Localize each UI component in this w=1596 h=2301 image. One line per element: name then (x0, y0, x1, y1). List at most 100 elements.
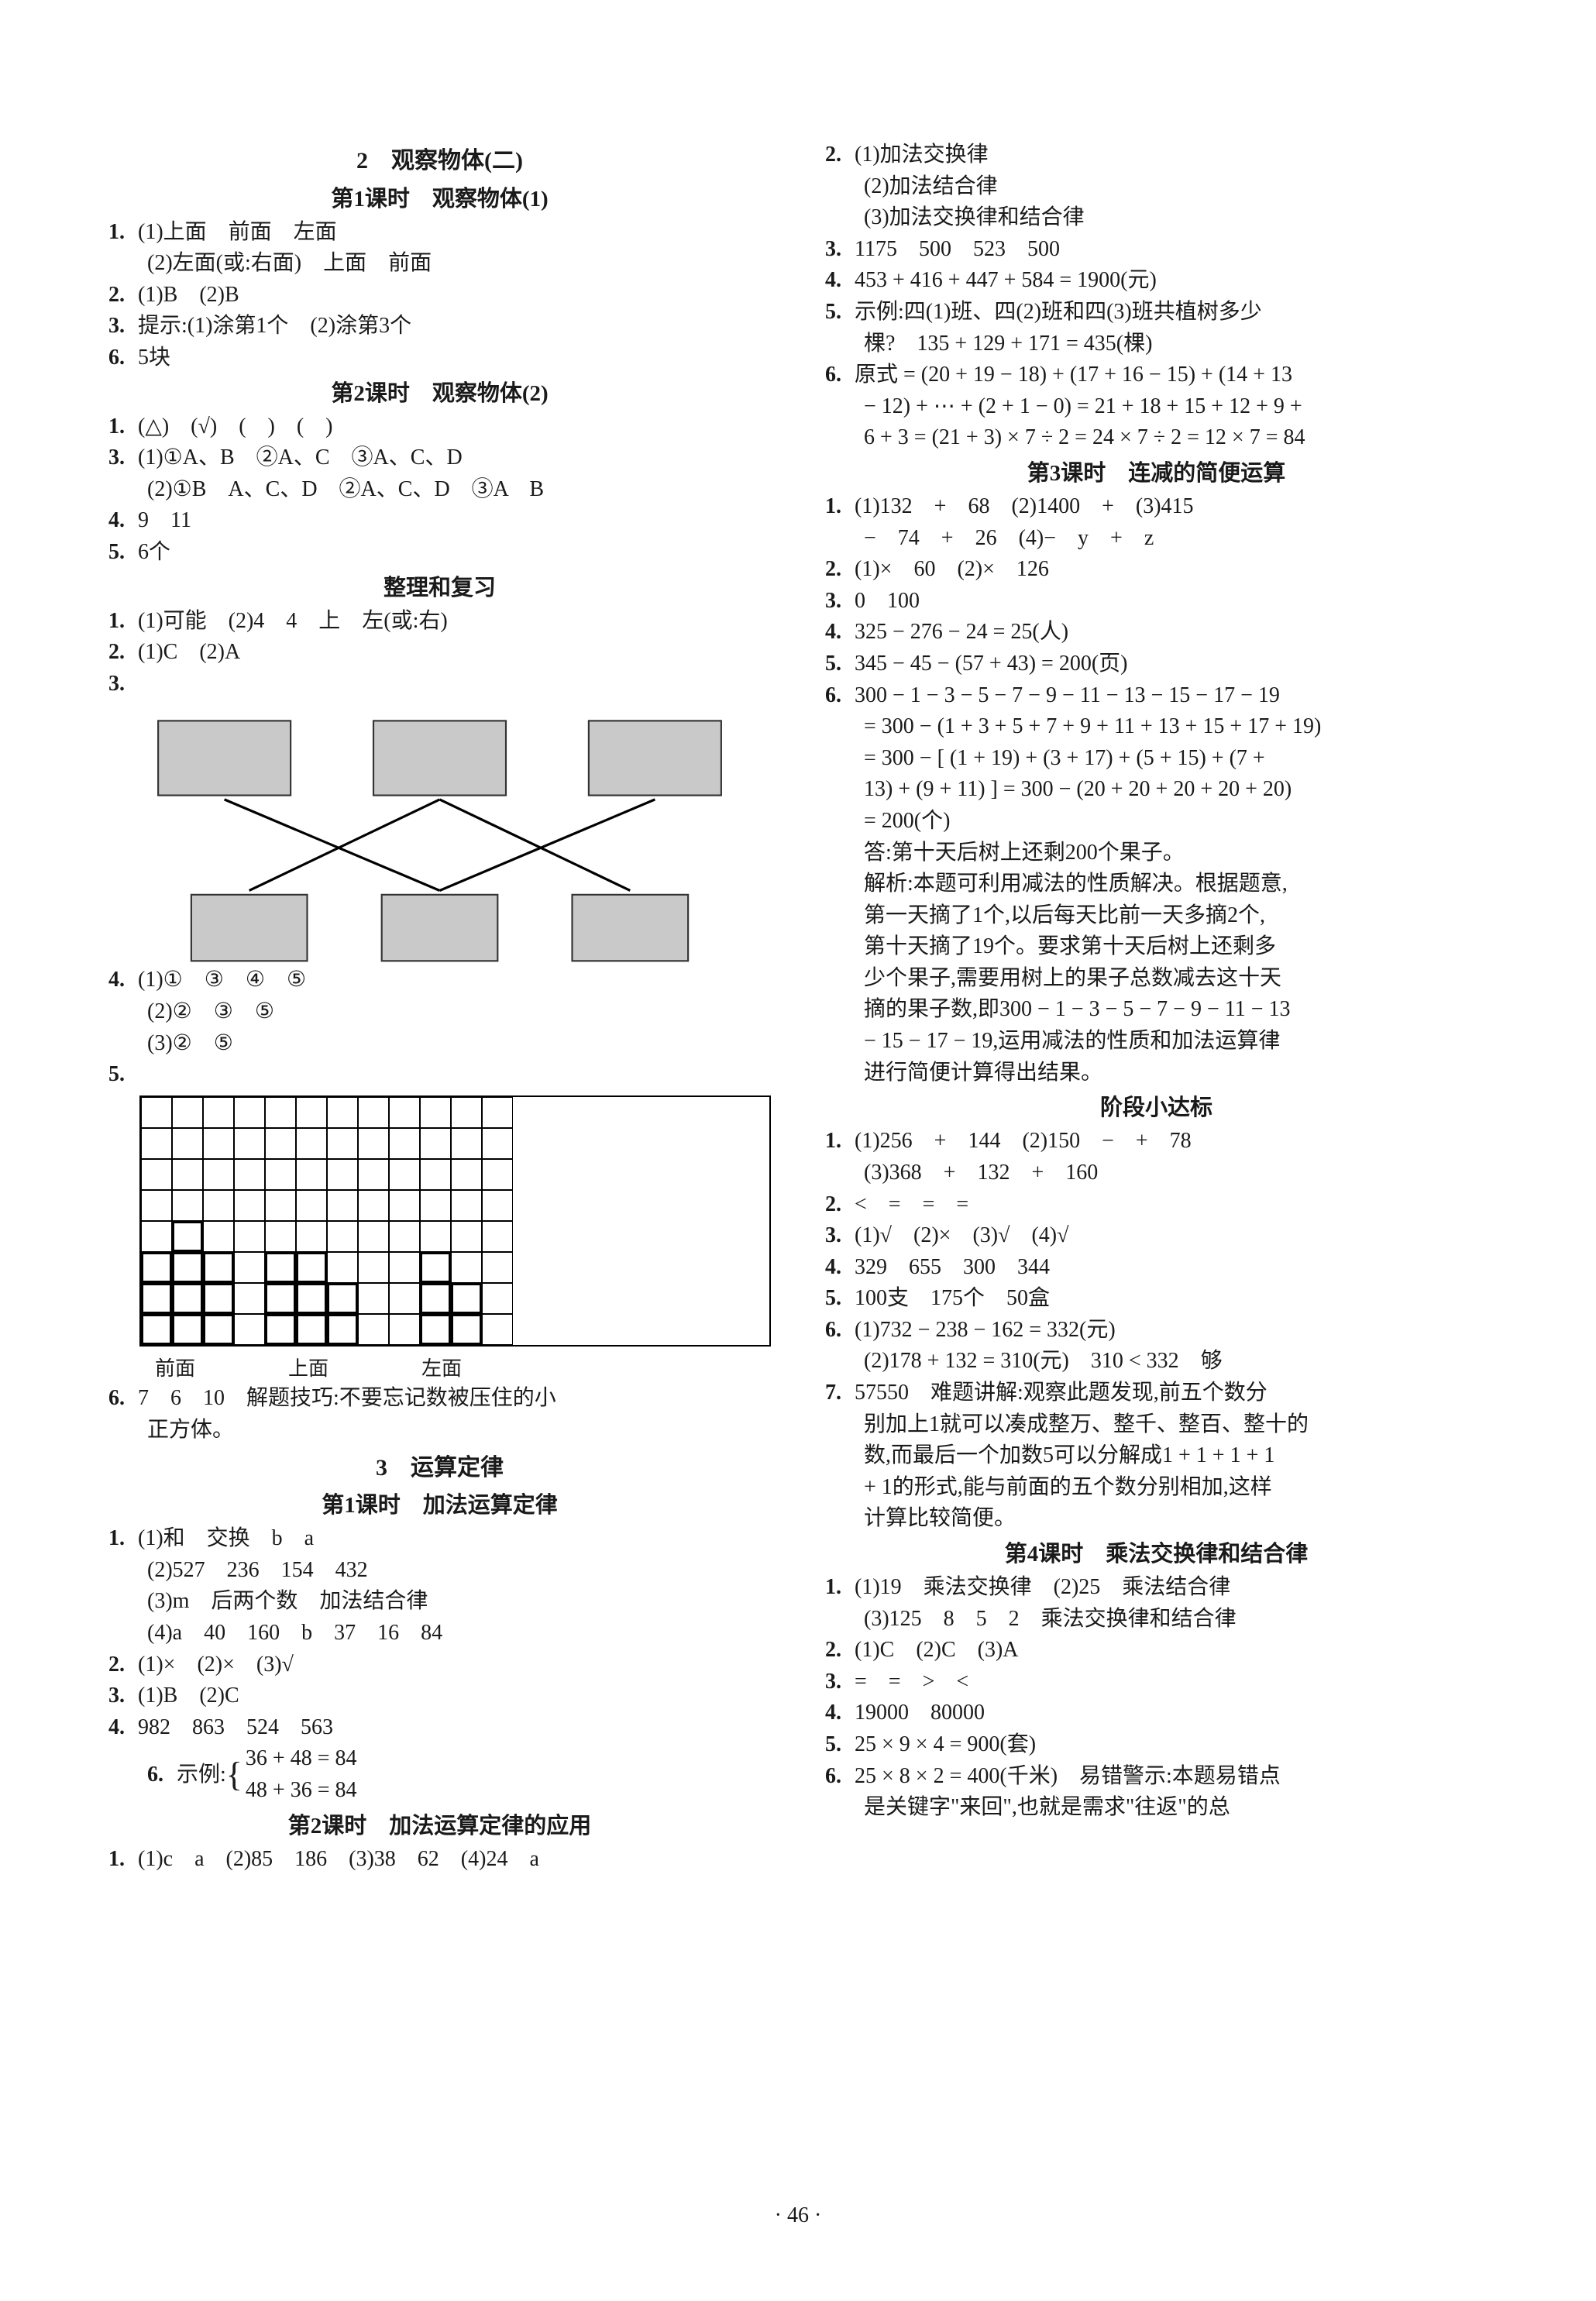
answer-text: 57550 难题讲解:观察此题发现,前五个数分 (855, 1381, 1268, 1405)
answer-line: 5.345 − 45 − (57 + 43) = 200(页) (825, 648, 1488, 680)
answer-text: 别加上1就可以凑成整万、整千、整百、整十的 (825, 1409, 1488, 1441)
answer-text: (2)② ③ ⑤ (108, 996, 771, 1028)
item-num: 3. (825, 1220, 855, 1252)
answer-line: 3.(1)√ (2)× (3)√ (4)√ (825, 1220, 1488, 1252)
page-number: · 46 · (108, 2200, 1488, 2232)
answer-text: (1)C (2)A (138, 640, 240, 664)
item-num: 2. (825, 1189, 855, 1221)
lesson-heading: 第2课时 观察物体(2) (108, 377, 771, 410)
answer-text: (3)加法交换律和结合律 (825, 202, 1488, 234)
item-num: 6. (108, 1383, 138, 1415)
answer-line: 1.(1)可能 (2)4 4 上 左(或:右) (108, 606, 771, 638)
answer-line: 5.示例:四(1)班、四(2)班和四(3)班共植树多少 (825, 297, 1488, 328)
answer-line: 5.25 × 9 × 4 = 900(套) (825, 1729, 1488, 1761)
item-num: 1. (108, 217, 138, 249)
answer-line: 6.(1)732 − 238 − 162 = 332(元) (825, 1315, 1488, 1347)
answer-line: 2.(1)× (2)× (3)√ (108, 1649, 771, 1681)
answer-text: (1)× (2)× (3)√ (138, 1653, 294, 1677)
answer-line: 4.329 655 300 344 (825, 1252, 1488, 1284)
section-heading: 3 运算定律 (108, 1451, 771, 1485)
answer-text: (1)× 60 (2)× 126 (855, 557, 1049, 581)
item-num: 4. (825, 617, 855, 648)
item-num: 1. (108, 1523, 138, 1555)
answer-text: 345 − 45 − (57 + 43) = 200(页) (855, 652, 1127, 676)
analysis-text: 解析:本题可利用减法的性质解决。根据题意, (825, 868, 1488, 900)
answer-text: 982 863 524 563 (138, 1715, 333, 1739)
answer-text: (1)可能 (2)4 4 上 左(或:右) (138, 609, 448, 633)
answer-line: 4.453 + 416 + 447 + 584 = 1900(元) (825, 265, 1488, 297)
brace-line: 36 + 48 = 84 (246, 1743, 357, 1775)
answer-text: 453 + 416 + 447 + 584 = 1900(元) (855, 268, 1157, 292)
answer-line: 3.(1)B (2)C (108, 1680, 771, 1712)
lesson-heading: 第1课时 加法运算定律 (108, 1489, 771, 1522)
answer-line: 3.1175 500 523 500 (825, 234, 1488, 266)
answer-line: 3. (108, 669, 771, 700)
item-num: 6. (825, 359, 855, 391)
answer-line: 5.100支 175个 50盒 (825, 1283, 1488, 1315)
answer-line: 2.(1)C (2)A (108, 637, 771, 669)
item-num: 5. (825, 648, 855, 680)
item-num: 5. (108, 1059, 138, 1091)
answer-line: 3.0 100 (825, 586, 1488, 617)
page-container: 2 观察物体(二) 第1课时 观察物体(1) 1.(1)上面 前面 左面 (2)… (108, 139, 1488, 2185)
answer-line: 6.5块 (108, 342, 771, 374)
matching-lines-icon (108, 704, 771, 978)
item-num: 6. (825, 1315, 855, 1347)
grid-figure (139, 1095, 771, 1347)
answer-text: + 1的形式,能与前面的五个数分别相加,这样 (825, 1472, 1488, 1504)
answer-text: (2)加法结合律 (825, 171, 1488, 203)
answer-text: 300 − 1 − 3 − 5 − 7 − 9 − 11 − 13 − 15 −… (855, 683, 1280, 707)
answer-line: 3.(1)①A、B ②A、C ③A、C、D (108, 442, 771, 474)
analysis-text: 少个果子,需要用树上的果子总数减去这十天 (825, 963, 1488, 995)
grid-label-front: 前面 (155, 1354, 195, 1384)
item-num: 7. (825, 1378, 855, 1409)
item-num: 3. (825, 586, 855, 617)
answer-text: (3)125 8 5 2 乘法交换律和结合律 (825, 1604, 1488, 1635)
answer-text: (1)加法交换律 (855, 143, 989, 167)
answer-text: 9 11 (138, 508, 191, 532)
answer-line: 1.(1)上面 前面 左面 (108, 217, 771, 249)
answer-text: 25 × 8 × 2 = 400(千米) 易错警示:本题易错点 (855, 1764, 1281, 1788)
item-num: 2. (108, 1649, 138, 1681)
answer-line: 4.325 − 276 − 24 = 25(人) (825, 617, 1488, 648)
item-num: 1. (825, 491, 855, 523)
item-num: 2. (108, 280, 138, 311)
answer-text: < = = = (855, 1192, 968, 1216)
answer-line: 2.(1)加法交换律 (825, 139, 1488, 171)
item-num: 2. (825, 554, 855, 586)
item-num: 4. (825, 1252, 855, 1284)
brace-example: 6. 示例: { 36 + 48 = 84 48 + 36 = 84 (108, 1743, 771, 1806)
answer-text: (1)√ (2)× (3)√ (4)√ (855, 1223, 1069, 1247)
answer-text: (1)①A、B ②A、C ③A、C、D (138, 445, 463, 469)
answer-text: 数,而最后一个加数5可以分解成1 + 1 + 1 + 1 (825, 1440, 1488, 1472)
left-column: 2 观察物体(二) 第1课时 观察物体(1) 1.(1)上面 前面 左面 (2)… (108, 139, 771, 2185)
analysis-text: 第十天摘了19个。要求第十天后树上还剩多 (825, 931, 1488, 963)
item-num: 5. (825, 297, 855, 328)
item-num: 6. (825, 1761, 855, 1793)
item-num: 3. (825, 234, 855, 266)
answer-line: 6.25 × 8 × 2 = 400(千米) 易错警示:本题易错点 (825, 1761, 1488, 1793)
answer-text: (1)B (2)B (138, 283, 239, 307)
lesson-heading: 第3课时 连减的简便运算 (825, 457, 1488, 490)
item-num: 3. (108, 311, 138, 342)
answer-text: (△) (√) ( ) ( ) (138, 414, 333, 439)
item-num: 2. (108, 637, 138, 669)
answer-text: (2)左面(或:右面) 上面 前面 (108, 248, 771, 280)
answer-text: = 300 − [ (1 + 19) + (3 + 17) + (5 + 15)… (825, 743, 1488, 775)
lesson-heading: 整理和复习 (108, 572, 771, 604)
answer-line: 3.= = > < (825, 1666, 1488, 1698)
item-num: 6. (825, 680, 855, 712)
analysis-text: − 15 − 17 − 19,运用减法的性质和加法运算律 (825, 1026, 1488, 1058)
answer-line: 2.(1)B (2)B (108, 280, 771, 311)
answer-text: (2)①B A、C、D ②A、C、D ③A B (108, 474, 771, 506)
answer-line: 4.982 863 524 563 (108, 1712, 771, 1744)
answer-line: 3.提示:(1)涂第1个 (2)涂第3个 (108, 311, 771, 342)
answer-text: 示例:四(1)班、四(2)班和四(3)班共植树多少 (855, 300, 1262, 324)
item-num: 1. (825, 1572, 855, 1604)
item-num: 4. (825, 1697, 855, 1729)
item-num: 3. (108, 1680, 138, 1712)
answer-line: 2.(1)C (2)C (3)A (825, 1635, 1488, 1666)
answer-text: − 12) + ⋯ + (2 + 1 − 0) = 21 + 18 + 15 +… (825, 391, 1488, 423)
item-num: 6. (108, 342, 138, 374)
item-num: 5. (825, 1283, 855, 1315)
